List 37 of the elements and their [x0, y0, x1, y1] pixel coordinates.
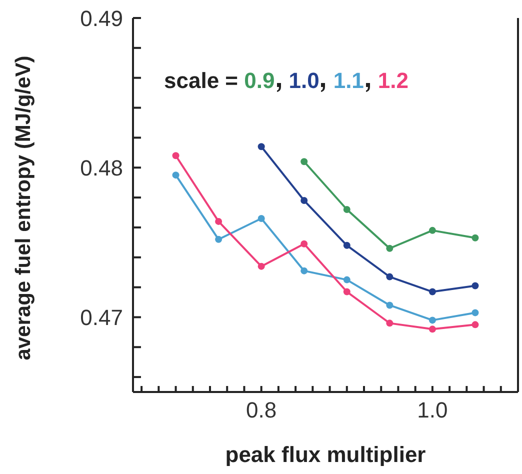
point: [215, 218, 222, 225]
point: [300, 197, 308, 204]
point: [428, 326, 436, 333]
text: 1.2: [378, 68, 409, 93]
point: [300, 267, 308, 274]
point: [300, 158, 308, 166]
text: 1.1: [333, 68, 364, 93]
point: [386, 244, 394, 252]
point: [428, 288, 436, 296]
y-tick-label: 0.49: [80, 6, 123, 31]
point: [386, 320, 394, 327]
legend-title: scale =: [164, 68, 240, 93]
point: [472, 234, 479, 242]
y-tick-label: 0.47: [80, 305, 123, 330]
point: [472, 321, 479, 328]
y-axis-title: average fuel entropy (MJ/g/eV): [12, 56, 36, 360]
point: [172, 152, 180, 160]
point: [343, 276, 350, 284]
point: [343, 242, 350, 249]
point: [428, 226, 436, 234]
text: 0.9: [244, 68, 275, 93]
point: [300, 240, 308, 248]
point: [258, 262, 265, 270]
point: [472, 309, 479, 316]
text: 1.0: [288, 68, 320, 93]
x-tick-label: 0.8: [246, 398, 277, 423]
point: [258, 214, 265, 222]
point: [386, 273, 394, 280]
point: [386, 302, 394, 309]
point: [215, 236, 222, 243]
point: [172, 172, 180, 179]
point: [428, 316, 436, 324]
point: [258, 143, 265, 150]
point: [343, 206, 350, 213]
point: [343, 288, 350, 296]
y-tick-label: 0.48: [80, 155, 123, 180]
point: [472, 282, 479, 290]
